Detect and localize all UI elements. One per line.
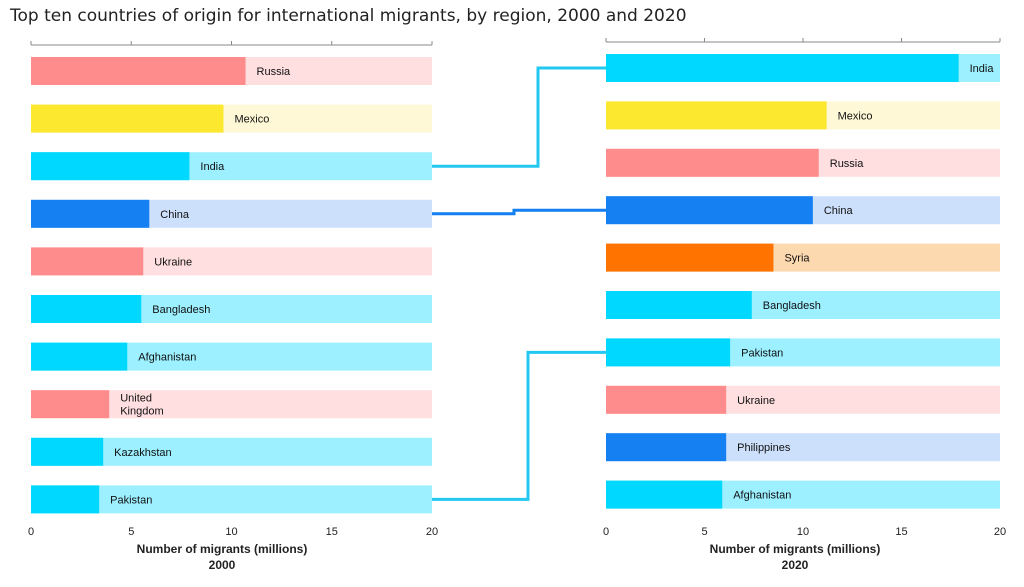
bar-label-line: Russia (257, 66, 292, 78)
bar-label-philippines: Philippines (737, 442, 791, 454)
x-tick-label: 5 (701, 526, 707, 538)
bar-label-russia: Russia (257, 66, 292, 78)
bar-russia (606, 148, 819, 177)
bar-label-india: India (970, 63, 995, 75)
bar-label-mexico: Mexico (838, 110, 873, 122)
bar-label-line: Russia (830, 158, 865, 170)
connector-lines (422, 66, 606, 501)
x-tick-label: 10 (797, 526, 809, 538)
bar-label-bangladesh: Bangladesh (152, 304, 210, 316)
bar-label-afghanistan: Afghanistan (138, 352, 196, 364)
bar-label-line: Kingdom (120, 406, 163, 418)
bar-label-line: Mexico (838, 110, 873, 122)
bar-label-line: Ukraine (154, 256, 192, 268)
bar-label-line: Mexico (234, 114, 269, 126)
x-tick-label: 15 (895, 526, 907, 538)
bar-mexico (606, 101, 827, 130)
bar-label-ukraine: Ukraine (737, 395, 775, 407)
bar-bangladesh (606, 291, 752, 319)
connector-india (422, 66, 606, 168)
bar-afghanistan (31, 342, 128, 371)
x-tick-label: 20 (426, 526, 438, 538)
bar-label-china: China (160, 209, 190, 221)
x-tick-label: 5 (128, 526, 134, 538)
bar-label-line: Pakistan (110, 494, 152, 506)
bar-bangladesh (31, 295, 142, 323)
bar-label-pakistan: Pakistan (741, 347, 783, 359)
bar-label-line: Pakistan (741, 347, 783, 359)
page-title: Top ten countries of origin for internat… (10, 6, 687, 26)
bar-ukraine (31, 247, 144, 276)
bar-india (606, 54, 959, 82)
bar-label-line: India (970, 63, 995, 75)
x-tick-label: 15 (326, 526, 338, 538)
bar-label-pakistan: Pakistan (110, 494, 152, 506)
bar-label-line: Bangladesh (152, 304, 210, 316)
bar-united-kingdom (31, 390, 110, 419)
bar-label-india: India (200, 161, 225, 173)
bar-mexico (31, 104, 224, 133)
panel-2000: 0 5 10 15 20 Russia Mexico India China Ukraine Ban… (28, 41, 438, 572)
panel-2020: 0 5 10 15 20 India Mexico Russia China Syria Bangl… (603, 38, 1006, 572)
panel-year-label: 2000 (209, 558, 236, 572)
bar-label-mexico: Mexico (234, 114, 269, 126)
bar-label-line: China (824, 205, 854, 217)
x-axis-title: Number of migrants (millions) (137, 542, 308, 556)
bar-russia (31, 57, 246, 85)
bar-label-line: Afghanistan (733, 490, 791, 502)
bar-label-line: Syria (784, 253, 810, 265)
bar-syria (606, 243, 774, 272)
bar-label-line: Philippines (737, 442, 791, 454)
bar-label-line: China (160, 209, 190, 221)
bar-china (31, 199, 150, 228)
bar-label-line: Kazakhstan (114, 447, 171, 459)
bar-label-line: Ukraine (737, 395, 775, 407)
x-tick-label: 10 (225, 526, 237, 538)
bar-india (31, 152, 190, 181)
bar-label-bangladesh: Bangladesh (763, 300, 821, 312)
connector-pakistan (422, 350, 606, 501)
bar-label-line: United (120, 393, 152, 405)
panel-year-label: 2020 (782, 558, 809, 572)
bar-label-line: India (200, 161, 225, 173)
bar-china (606, 196, 813, 225)
connector-china (422, 208, 606, 216)
bar-philippines (606, 433, 727, 462)
bar-pakistan (31, 485, 100, 514)
bar-label-kazakhstan: Kazakhstan (114, 447, 171, 459)
bar-pakistan (606, 338, 731, 367)
bar-ukraine (606, 385, 727, 414)
bar-afghanistan (606, 480, 723, 509)
bar-label-ukraine: Ukraine (154, 256, 192, 268)
bar-kazakhstan (31, 437, 104, 466)
bar-label-syria: Syria (784, 253, 810, 265)
bar-label-line: Afghanistan (138, 352, 196, 364)
bar-label-united-kingdom: United Kingdom (120, 393, 163, 418)
x-tick-label: 20 (994, 526, 1006, 538)
x-axis-title: Number of migrants (millions) (710, 542, 881, 556)
bar-label-line: Bangladesh (763, 300, 821, 312)
bar-label-china: China (824, 205, 854, 217)
bar-label-russia: Russia (830, 158, 865, 170)
x-tick-label: 0 (28, 526, 34, 538)
x-tick-label: 0 (603, 526, 609, 538)
bar-label-afghanistan: Afghanistan (733, 490, 791, 502)
